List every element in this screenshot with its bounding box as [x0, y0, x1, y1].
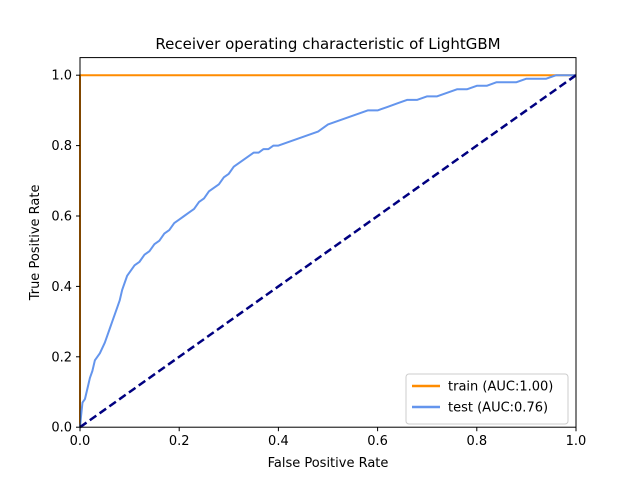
y-tick-label: 0.6: [51, 210, 72, 225]
legend: train (AUC:1.00) test (AUC:0.76): [405, 373, 569, 425]
x-tick-label: 0.6: [367, 434, 388, 449]
chance-diagonal-line: [79, 74, 577, 429]
chart-title: Receiver operating characteristic of Lig…: [155, 35, 500, 53]
x-tick-label: 0.4: [268, 434, 289, 449]
x-tick-label: 1.0: [566, 434, 587, 449]
y-tick-label: 1.0: [51, 69, 72, 84]
plot-frame: [79, 57, 577, 428]
x-axis-label: False Positive Rate: [268, 456, 389, 471]
y-tick-label: 0.2: [51, 350, 72, 365]
y-tick-label: 0.4: [51, 280, 72, 295]
x-tick-label: 0.8: [466, 434, 487, 449]
legend-label: train (AUC:1.00): [448, 380, 553, 395]
test-roc-line: [79, 74, 576, 428]
legend-label: test (AUC:0.76): [448, 401, 548, 416]
x-tick-label: 0.0: [70, 434, 91, 449]
y-tick-label: 0.0: [51, 421, 72, 436]
y-axis-label: True Positive Rate: [28, 184, 43, 301]
y-tick-label: 0.8: [51, 139, 72, 154]
legend-box: [405, 373, 569, 425]
x-tick-label: 0.2: [169, 434, 190, 449]
